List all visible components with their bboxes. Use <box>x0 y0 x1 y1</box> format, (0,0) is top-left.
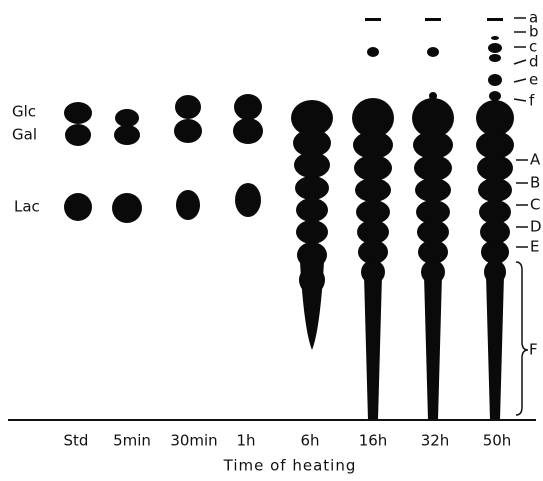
x-title: Time of heating <box>223 457 357 475</box>
lane-label: 5min <box>113 432 151 450</box>
band-label: b <box>529 23 539 41</box>
band-label: e <box>529 71 538 89</box>
sugar-label: Lac <box>14 198 40 216</box>
lane-label: 50h <box>483 432 512 450</box>
lane-label: 32h <box>421 432 450 450</box>
lane-label: Std <box>64 432 89 450</box>
band-label: F <box>529 341 538 359</box>
spots <box>64 18 514 420</box>
band-label: c <box>529 38 537 56</box>
sugar-label: Glc <box>12 103 36 121</box>
band-markers <box>513 17 529 416</box>
band-label: a <box>529 9 538 27</box>
lane-label: 16h <box>359 432 388 450</box>
lane-label: 1h <box>236 432 255 450</box>
band-label: d <box>529 53 539 71</box>
band-label: f <box>529 92 535 110</box>
band-label: A <box>530 151 541 169</box>
lane-label: 6h <box>300 432 319 450</box>
sugar-label: Gal <box>12 126 37 144</box>
band-label: D <box>530 218 542 236</box>
lane-label: 30min <box>170 432 217 450</box>
band-label: C <box>530 196 540 214</box>
band-label: E <box>530 238 539 256</box>
band-label: B <box>530 174 540 192</box>
